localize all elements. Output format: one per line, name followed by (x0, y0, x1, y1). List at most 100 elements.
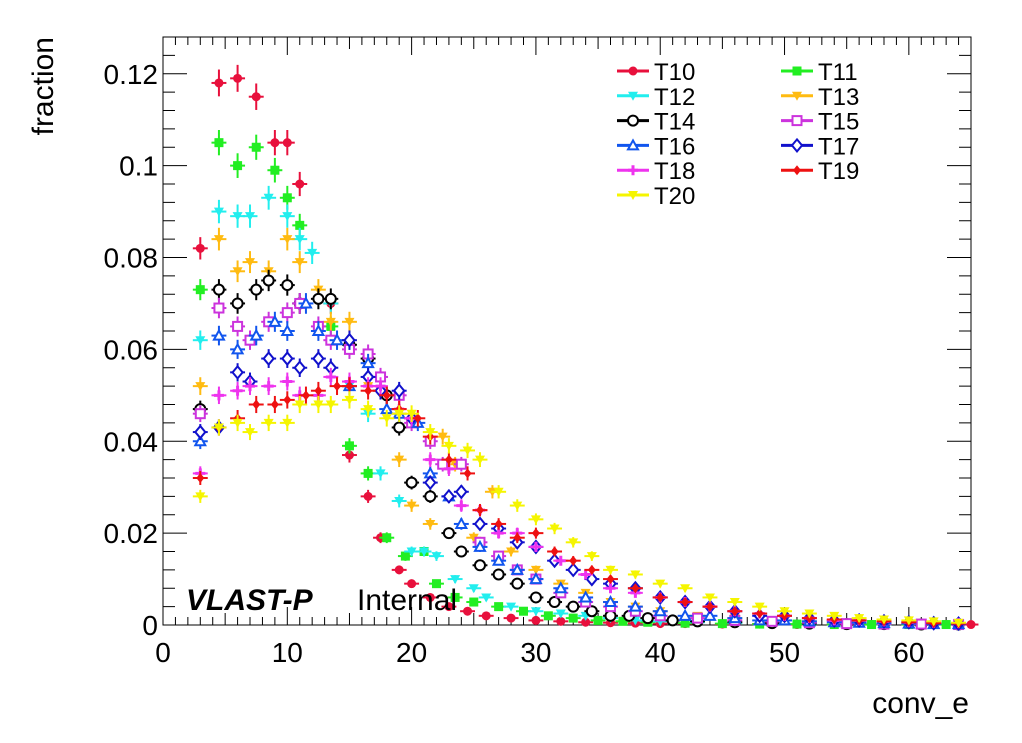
point-marker (282, 193, 292, 203)
data-point (528, 541, 544, 552)
point-marker (454, 516, 469, 529)
point-marker (656, 592, 665, 603)
point-marker (363, 405, 374, 415)
legend-entry-t15: T15 (781, 109, 859, 136)
point-marker (324, 292, 337, 305)
x-axis-label: conv_e (872, 687, 969, 720)
point-marker (941, 620, 951, 630)
data-point (230, 363, 246, 382)
point-marker (363, 468, 373, 478)
point-marker (729, 598, 740, 608)
point-marker (250, 283, 263, 296)
point-marker (193, 424, 207, 440)
data-point (292, 358, 308, 377)
series-t15 (192, 293, 967, 631)
legend-entry-t12: T12 (617, 84, 695, 111)
point-marker (232, 385, 243, 396)
point-marker (903, 616, 914, 626)
series-t10 (192, 64, 979, 630)
data-point (379, 409, 395, 427)
data-point (509, 499, 525, 512)
data-point (422, 452, 438, 468)
data-point (211, 279, 227, 301)
point-marker (282, 418, 293, 428)
point-marker (249, 328, 263, 341)
data-point (192, 377, 208, 396)
point-marker (841, 618, 853, 630)
point-marker (299, 296, 313, 309)
data-point (192, 279, 208, 301)
data-point (298, 293, 314, 314)
data-point (230, 260, 246, 283)
point-marker (195, 382, 206, 392)
point-marker (469, 597, 479, 607)
data-point (578, 617, 594, 627)
point-marker (294, 258, 305, 268)
point-marker (450, 592, 460, 602)
data-point (391, 452, 407, 468)
point-marker (442, 527, 455, 540)
point-marker (345, 381, 354, 392)
point-marker (474, 455, 485, 465)
data-point (304, 241, 320, 265)
data-point (453, 456, 469, 472)
series-t20 (192, 391, 967, 628)
data-point (279, 321, 295, 341)
data-point (391, 419, 407, 436)
point-marker (530, 607, 541, 617)
data-point (491, 485, 507, 499)
data-point (491, 553, 507, 566)
point-marker (196, 473, 205, 483)
point-marker (270, 165, 280, 175)
point-marker (444, 454, 453, 465)
point-marker (481, 611, 491, 621)
point-marker (344, 441, 354, 451)
point-marker (717, 619, 727, 629)
data-point (379, 532, 395, 544)
legend-marker (792, 91, 802, 101)
data-point (528, 527, 544, 539)
point-marker (262, 351, 275, 367)
point-marker (468, 533, 479, 543)
data-point (404, 405, 420, 423)
point-marker (232, 267, 243, 277)
data-point (472, 539, 488, 552)
data-point (298, 386, 314, 405)
point-marker (463, 468, 472, 479)
data-point (422, 592, 438, 602)
legend-label: T12 (654, 84, 695, 111)
data-point (503, 602, 519, 612)
data-point (547, 596, 563, 609)
data-point (466, 584, 482, 594)
y-tick-label: 0.12 (104, 59, 159, 90)
point-marker (628, 599, 643, 612)
point-marker (585, 605, 598, 618)
data-point (652, 579, 668, 589)
data-point (478, 593, 494, 603)
data-point (565, 613, 581, 623)
point-marker (245, 212, 256, 222)
data-point (429, 579, 444, 589)
legend-marker (628, 191, 638, 200)
legend-label: T13 (818, 84, 859, 111)
point-marker (375, 469, 386, 479)
data-point (329, 330, 345, 350)
data-point (279, 274, 295, 296)
legend-label: T15 (818, 109, 859, 136)
point-marker (779, 607, 790, 617)
data-point (441, 438, 457, 454)
series-layer (192, 64, 979, 632)
data-point (248, 279, 264, 301)
legend-label: T19 (818, 158, 859, 185)
watermark: VLAST-P Internal (186, 584, 457, 617)
data-point (702, 593, 718, 603)
legend-marker (626, 138, 640, 151)
point-marker (569, 555, 578, 566)
point-marker (293, 360, 307, 376)
point-marker (313, 400, 324, 410)
point-marker (953, 618, 964, 628)
point-marker (581, 617, 591, 627)
data-point (211, 69, 227, 97)
point-marker (704, 593, 715, 603)
point-marker (566, 562, 580, 578)
